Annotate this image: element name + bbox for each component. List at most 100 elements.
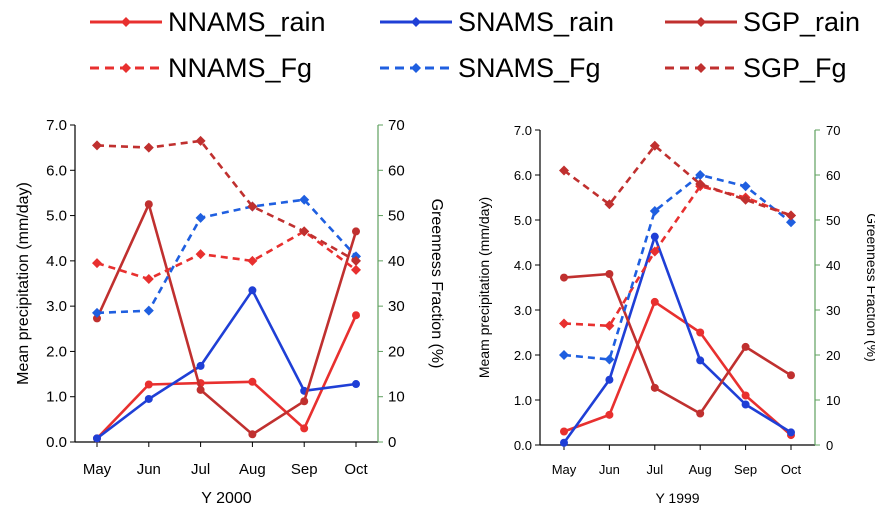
series-line <box>563 300 792 437</box>
chart-1: 0.0 1.0 2.0 3.0 4.0 5.0 6.0 7.0 0 10 20 30 40 50 60 70 M… <box>15 117 445 507</box>
series-nnams-rain <box>560 297 795 440</box>
x-axis-label: Y 1999 <box>655 490 699 506</box>
series-line <box>96 314 358 440</box>
data-point <box>352 311 360 320</box>
series-nnams-rain <box>93 311 360 443</box>
data-point <box>649 246 660 257</box>
y2-tick-label: 10 <box>826 393 840 408</box>
data-point <box>649 140 660 151</box>
data-point <box>143 142 154 153</box>
data-point <box>560 438 568 447</box>
data-point <box>695 179 706 189</box>
data-point <box>143 273 154 284</box>
data-point <box>604 354 615 365</box>
data-point <box>740 181 751 192</box>
y2-tick-label: 0 <box>826 438 833 453</box>
y2-tick-label: 30 <box>826 303 840 318</box>
y-tick-label: 6.0 <box>514 168 532 183</box>
y2-tick-label: 60 <box>388 162 405 179</box>
data-point <box>195 212 206 223</box>
y-tick-label: 0.0 <box>514 438 532 453</box>
series-line <box>95 203 358 436</box>
y-tick-label: 7.0 <box>46 117 67 134</box>
x-tick-label: Aug <box>239 461 266 478</box>
x-tick-label: May <box>83 461 112 478</box>
x-tick-label: May <box>552 462 577 477</box>
x-tick-label: Oct <box>344 461 368 478</box>
y-tick-label: 5.0 <box>514 213 532 228</box>
data-point <box>300 397 309 406</box>
legend-item-nnams-fg: NNAMS_Fg <box>90 53 312 83</box>
series-line <box>562 235 792 444</box>
x-tick-label: Jul <box>191 461 210 478</box>
data-point <box>650 383 659 392</box>
x-tick-label: Jul <box>646 462 663 477</box>
data-point <box>351 255 361 266</box>
series-snams-fg <box>559 170 796 365</box>
legend-label: SNAMS_Fg <box>458 53 601 83</box>
x-tick-label: Sep <box>291 461 318 478</box>
x-tick-label: Jun <box>137 461 161 478</box>
data-point <box>605 270 614 278</box>
legend-label: SGP_rain <box>743 7 860 37</box>
y-tick-label: 2.0 <box>514 348 532 363</box>
series-sgp-fg <box>92 135 361 266</box>
x-tick-label: Jun <box>599 462 620 477</box>
data-point <box>559 350 569 360</box>
data-point <box>248 430 257 439</box>
data-point <box>741 391 750 400</box>
data-point <box>649 206 660 216</box>
data-point <box>605 410 614 419</box>
data-point <box>351 264 361 275</box>
data-point <box>650 232 659 241</box>
data-point <box>247 255 258 266</box>
data-point <box>560 273 568 282</box>
data-point <box>144 394 153 403</box>
data-point <box>300 424 309 433</box>
y-tick-label: 5.0 <box>46 208 67 225</box>
data-point <box>196 385 205 394</box>
series-line <box>96 230 357 281</box>
data-point <box>787 371 795 380</box>
data-point <box>195 249 206 260</box>
legend-item-snams-fg: SNAMS_Fg <box>380 53 601 83</box>
data-point <box>352 227 360 236</box>
y-tick-label: 7.0 <box>514 123 532 138</box>
series-nnams-fg <box>92 226 361 284</box>
data-point <box>786 210 796 221</box>
series-line <box>563 173 792 361</box>
data-point <box>93 314 101 323</box>
legend: NNAMS_rain SNAMS_rain SGP_rain NNAMS_Fg SNAM… <box>90 7 860 83</box>
data-point <box>248 286 257 295</box>
data-point <box>559 318 569 329</box>
data-point <box>144 380 153 389</box>
y2-tick-label: 70 <box>826 123 840 138</box>
y2-tick-label: 70 <box>388 117 405 134</box>
data-point <box>196 361 205 370</box>
y-tick-label: 4.0 <box>46 253 67 270</box>
data-point <box>299 226 310 237</box>
y-tick-label: 4.0 <box>514 258 532 273</box>
data-point <box>299 194 310 205</box>
data-point <box>650 297 659 306</box>
chart-2: 0.0 1.0 2.0 3.0 4.0 5.0 6.0 7.0 0 10 20 30 40 50 60 70 M… <box>476 123 875 506</box>
y2-axis-label: Greenness Fraction (%) <box>428 199 445 369</box>
data-point <box>93 434 101 443</box>
legend-swatch-marker <box>411 63 421 73</box>
y2-axis-label: Greenness Fraction (%) <box>864 213 875 362</box>
series-snams-rain <box>560 232 795 447</box>
y-axis-label: Mean precipitation (mm/day) <box>15 182 32 385</box>
legend-label: NNAMS_rain <box>168 7 326 37</box>
y-tick-label: 3.0 <box>514 303 532 318</box>
data-point <box>605 375 614 384</box>
data-point <box>696 356 705 365</box>
legend-swatch-marker <box>411 17 421 27</box>
legend-label: SGP_Fg <box>743 53 847 83</box>
legend-item-nnams-rain: NNAMS_rain <box>90 7 326 37</box>
data-point <box>247 201 258 212</box>
y-tick-label: 3.0 <box>46 298 67 315</box>
data-point <box>248 377 257 386</box>
legend-swatch-marker <box>121 63 131 73</box>
